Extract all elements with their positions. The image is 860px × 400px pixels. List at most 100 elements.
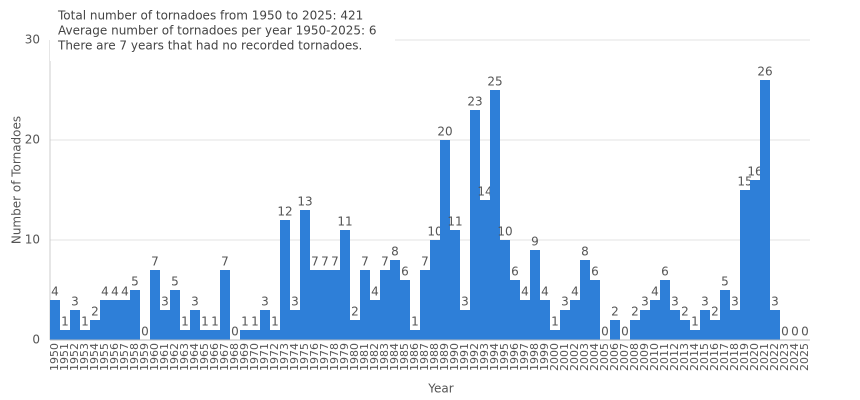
- value-label: 1: [181, 315, 189, 329]
- bar: [250, 330, 260, 340]
- x-tick-label: 1973: [278, 343, 291, 371]
- x-tick-label: 1987: [418, 343, 431, 371]
- value-label: 6: [661, 265, 669, 279]
- value-label: 1: [551, 315, 559, 329]
- value-label: 10: [427, 225, 442, 239]
- value-label: 3: [771, 295, 779, 309]
- value-label: 0: [621, 325, 629, 339]
- value-label: 2: [681, 305, 689, 319]
- bar: [450, 230, 460, 340]
- value-label: 0: [791, 325, 799, 339]
- x-tick-label: 1969: [238, 343, 251, 371]
- value-label: 2: [611, 305, 619, 319]
- value-label: 4: [571, 285, 579, 299]
- value-label: 6: [591, 265, 599, 279]
- bar: [690, 330, 700, 340]
- annotation: Total number of tornadoes from 1950 to 2…: [57, 9, 363, 23]
- x-tick-label: 2013: [678, 343, 691, 371]
- bar: [680, 320, 690, 340]
- x-tick-label: 1977: [318, 343, 331, 371]
- bar: [120, 300, 130, 340]
- bar: [720, 290, 730, 340]
- value-label: 5: [171, 275, 179, 289]
- value-label: 3: [161, 295, 169, 309]
- x-tick-label: 1961: [158, 343, 171, 371]
- value-label: 4: [371, 285, 379, 299]
- value-label: 0: [601, 325, 609, 339]
- value-label: 3: [701, 295, 709, 309]
- value-label: 3: [71, 295, 79, 309]
- value-label: 26: [757, 65, 772, 79]
- value-label: 7: [221, 255, 229, 269]
- x-tick-label: 1983: [378, 343, 391, 371]
- x-tick-label: 1967: [218, 343, 231, 371]
- value-label: 4: [521, 285, 529, 299]
- bar: [500, 240, 510, 340]
- value-label: 9: [531, 235, 539, 249]
- x-tick-label: 1960: [148, 343, 161, 371]
- x-tick-label: 1974: [288, 343, 301, 371]
- bar: [210, 330, 220, 340]
- bar: [170, 290, 180, 340]
- value-label: 5: [721, 275, 729, 289]
- value-label: 3: [671, 295, 679, 309]
- y-axis-title: Number of Tornadoes: [10, 116, 24, 244]
- value-label: 25: [487, 75, 502, 89]
- value-label: 15: [737, 175, 752, 189]
- value-label: 7: [151, 255, 159, 269]
- x-tick-label: 2015: [698, 343, 711, 371]
- bar: [550, 330, 560, 340]
- x-tick-label: 1994: [488, 343, 501, 371]
- value-label: 4: [121, 285, 129, 299]
- bar: [110, 300, 120, 340]
- bar: [570, 300, 580, 340]
- value-label: 0: [781, 325, 789, 339]
- x-tick-label: 2000: [548, 343, 561, 371]
- bar: [190, 310, 200, 340]
- bar: [760, 80, 770, 340]
- x-tick-label: 2023: [778, 343, 791, 371]
- value-label: 7: [311, 255, 319, 269]
- x-tick-label: 2018: [728, 343, 741, 371]
- bar: [290, 310, 300, 340]
- x-tick-label: 1958: [128, 343, 141, 371]
- value-label: 7: [381, 255, 389, 269]
- x-tick-label: 2012: [668, 343, 681, 371]
- x-tick-label: 2019: [738, 343, 751, 371]
- value-label: 4: [111, 285, 119, 299]
- bar: [180, 330, 190, 340]
- value-label: 1: [201, 315, 209, 329]
- bar: [490, 90, 500, 340]
- x-axis-title: Year: [427, 382, 453, 396]
- value-label: 1: [251, 315, 259, 329]
- x-tick-label: 2008: [628, 343, 641, 371]
- x-tick-label: 1990: [448, 343, 461, 371]
- x-tick-label: 1968: [228, 343, 241, 371]
- value-label: 1: [241, 315, 249, 329]
- bar: [430, 240, 440, 340]
- x-tick-label: 1985: [398, 343, 411, 371]
- x-tick-label: 2014: [688, 343, 701, 371]
- value-label: 11: [337, 215, 352, 229]
- x-tick-label: 1997: [518, 343, 531, 371]
- bar: [340, 230, 350, 340]
- x-tick-label: 2007: [618, 343, 631, 371]
- bar: [100, 300, 110, 340]
- bar: [700, 310, 710, 340]
- value-label: 0: [801, 325, 809, 339]
- x-tick-label: 1995: [498, 343, 511, 371]
- bar: [630, 320, 640, 340]
- value-label: 7: [321, 255, 329, 269]
- bar: [370, 300, 380, 340]
- x-tick-label: 1975: [298, 343, 311, 371]
- value-label: 3: [191, 295, 199, 309]
- x-tick-label: 1951: [58, 343, 71, 371]
- value-label: 7: [331, 255, 339, 269]
- bar: [130, 290, 140, 340]
- bar: [240, 330, 250, 340]
- bar: [380, 270, 390, 340]
- x-tick-label: 2025: [798, 343, 811, 371]
- bar: [50, 300, 60, 340]
- annotation: There are 7 years that had no recorded t…: [57, 39, 362, 53]
